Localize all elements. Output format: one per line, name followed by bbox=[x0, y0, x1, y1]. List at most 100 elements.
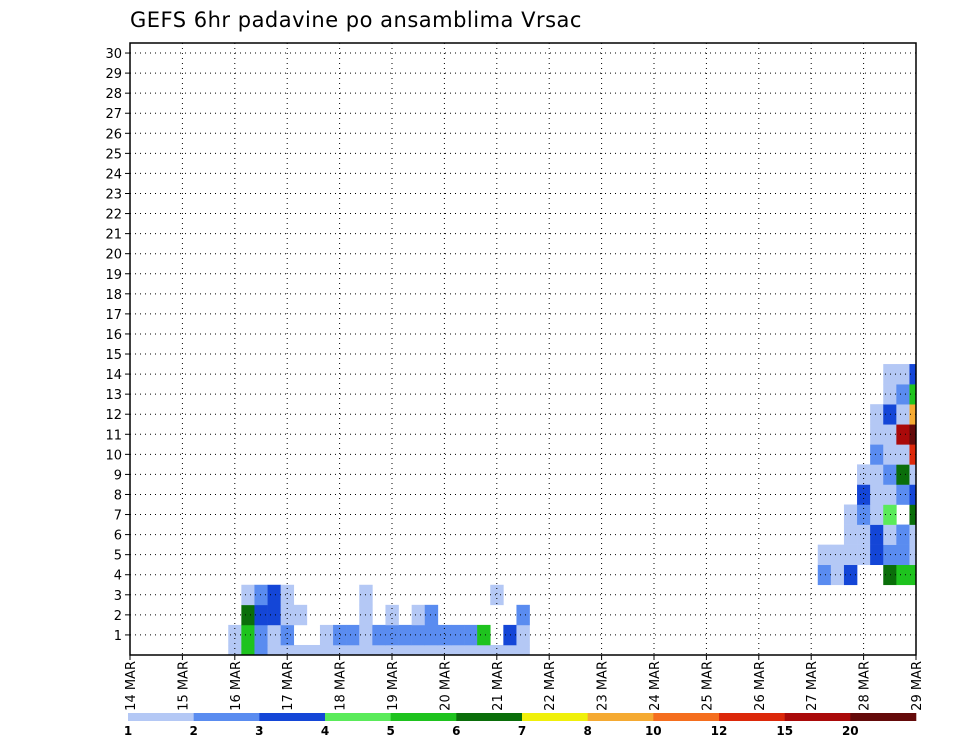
x-tick-label: 14 MAR bbox=[124, 661, 139, 711]
precip-cell bbox=[830, 564, 845, 586]
precip-cell bbox=[909, 524, 917, 545]
precip-cell bbox=[896, 364, 910, 385]
precip-cell bbox=[254, 644, 268, 656]
precip-cell bbox=[306, 644, 321, 656]
x-tick-label: 20 MAR bbox=[438, 661, 453, 711]
y-tick-label: 17 bbox=[105, 308, 122, 323]
precip-cell bbox=[896, 524, 910, 545]
precip-cell bbox=[372, 624, 386, 646]
legend-label: 10 bbox=[645, 724, 662, 738]
precip-cell bbox=[424, 644, 439, 656]
precip-cell bbox=[477, 624, 491, 646]
precip-cell bbox=[267, 644, 281, 656]
y-tick-label: 8 bbox=[114, 488, 122, 503]
precip-cell bbox=[857, 524, 871, 545]
precip-cell bbox=[870, 524, 884, 545]
precip-cell bbox=[896, 544, 910, 566]
precip-cell bbox=[909, 544, 917, 566]
y-tick-label: 20 bbox=[105, 248, 122, 263]
precip-cell bbox=[883, 424, 897, 445]
legend-swatch bbox=[128, 713, 194, 721]
precip-cell bbox=[870, 404, 884, 425]
precip-cell bbox=[228, 624, 242, 646]
precip-cell bbox=[437, 624, 452, 646]
x-tick-label: 19 MAR bbox=[386, 661, 401, 711]
y-tick-label: 18 bbox=[105, 288, 122, 303]
precip-cell bbox=[372, 644, 386, 656]
precip-cell bbox=[883, 524, 897, 545]
precip-cell bbox=[870, 504, 884, 525]
precip-cell bbox=[883, 404, 897, 425]
legend-swatch bbox=[653, 713, 720, 721]
precip-cell bbox=[857, 544, 871, 566]
precip-cell bbox=[333, 644, 347, 656]
legend-label: 3 bbox=[255, 724, 263, 738]
legend-label: 4 bbox=[321, 724, 329, 738]
y-tick-label: 30 bbox=[105, 47, 122, 62]
precip-cell bbox=[909, 444, 917, 465]
precip-cell bbox=[267, 604, 281, 626]
precip-cell bbox=[857, 464, 871, 485]
x-tick-label: 18 MAR bbox=[334, 661, 349, 711]
precip-cell bbox=[883, 444, 897, 465]
y-tick-label: 16 bbox=[105, 328, 122, 343]
legend-label: 8 bbox=[584, 724, 592, 738]
precip-cell bbox=[909, 384, 917, 405]
legend-label: 5 bbox=[387, 724, 395, 738]
precip-cell bbox=[830, 544, 845, 566]
precip-cell bbox=[516, 644, 530, 656]
precip-cell bbox=[490, 644, 504, 656]
y-tick-label: 1 bbox=[114, 629, 122, 644]
precip-cell bbox=[503, 644, 517, 656]
precip-cell bbox=[241, 644, 255, 656]
precip-cell bbox=[346, 624, 360, 646]
y-tick-label: 25 bbox=[105, 147, 122, 162]
precip-cell bbox=[437, 644, 452, 656]
y-tick-label: 26 bbox=[105, 127, 122, 142]
y-axis-ticks: 1234567891011121314151617181920212223242… bbox=[105, 47, 130, 644]
legend-swatch bbox=[784, 713, 851, 721]
y-tick-label: 19 bbox=[105, 268, 122, 283]
legend-swatch bbox=[390, 713, 457, 721]
precip-cell bbox=[909, 364, 917, 385]
x-tick-label: 26 MAR bbox=[753, 661, 768, 711]
precip-cell bbox=[293, 644, 308, 656]
legend-swatch bbox=[587, 713, 654, 721]
y-tick-label: 24 bbox=[105, 167, 122, 182]
x-tick-label: 16 MAR bbox=[229, 661, 244, 711]
precip-cell bbox=[896, 424, 910, 445]
precip-cell bbox=[883, 464, 897, 485]
x-tick-label: 25 MAR bbox=[700, 661, 715, 711]
precip-cell bbox=[896, 444, 910, 465]
precip-cell bbox=[280, 644, 295, 656]
legend-label: 2 bbox=[190, 724, 198, 738]
legend-label: 20 bbox=[842, 724, 859, 738]
legend-label: 6 bbox=[452, 724, 460, 738]
legend: 1 2 3 4 5 6 7 8 10 12 15 20 bbox=[124, 713, 917, 738]
precip-cell bbox=[359, 644, 373, 656]
heatmap-cells bbox=[228, 364, 917, 656]
x-tick-label: 15 MAR bbox=[176, 661, 191, 711]
precip-cell bbox=[385, 604, 399, 626]
precip-cell bbox=[450, 644, 465, 656]
y-tick-label: 4 bbox=[114, 569, 122, 584]
precip-cell bbox=[280, 604, 295, 626]
y-tick-label: 22 bbox=[105, 208, 122, 223]
precip-cell bbox=[333, 624, 347, 646]
precip-cell bbox=[319, 624, 334, 646]
x-tick-label: 17 MAR bbox=[281, 661, 296, 711]
x-tick-label: 29 MAR bbox=[910, 661, 925, 711]
precip-cell bbox=[857, 504, 871, 525]
precip-cell bbox=[870, 424, 884, 445]
precip-cell bbox=[385, 624, 399, 646]
precip-cell bbox=[883, 544, 897, 566]
legend-swatch bbox=[259, 713, 326, 721]
precip-cell bbox=[477, 644, 491, 656]
precip-cell bbox=[817, 544, 832, 566]
precip-cell bbox=[817, 564, 832, 586]
precip-cell bbox=[267, 584, 281, 606]
y-tick-label: 7 bbox=[114, 509, 122, 524]
precip-cell bbox=[411, 604, 426, 626]
precip-cell bbox=[896, 404, 910, 425]
